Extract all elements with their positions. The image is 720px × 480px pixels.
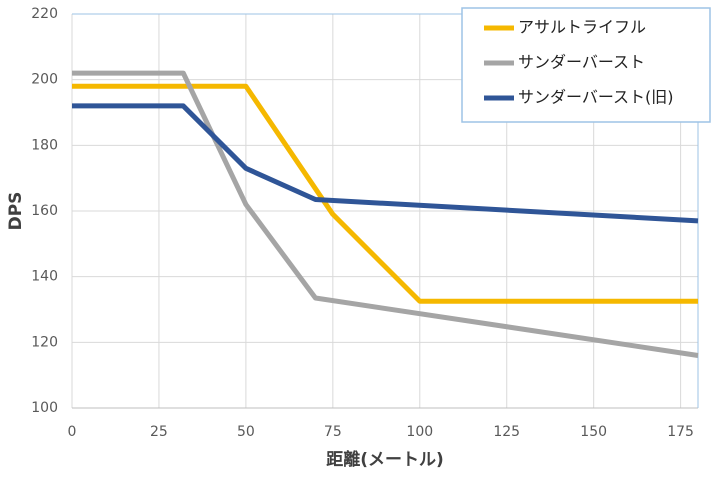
series-line [72, 70, 699, 358]
x-tick-label: 0 [68, 424, 77, 440]
y-tick-label: 200 [31, 72, 58, 88]
y-tick-label: 220 [31, 6, 58, 22]
y-tick-label: 100 [31, 400, 58, 416]
x-tick-label: 175 [667, 424, 694, 440]
y-tick-label: 120 [31, 334, 58, 350]
x-tick-label: 125 [493, 424, 520, 440]
x-tick-label: 100 [406, 424, 433, 440]
series-line [72, 103, 699, 224]
legend-label: アサルトライフル [518, 18, 646, 37]
legend-label: サンダーバースト(旧) [518, 88, 674, 107]
y-tick-label: 140 [31, 269, 58, 285]
x-tick-label: 25 [150, 424, 168, 440]
x-tick-label: 75 [324, 424, 342, 440]
x-tick-label: 50 [237, 424, 255, 440]
legend-label: サンダーバースト [518, 53, 645, 72]
x-axis-title: 距離(メートル) [326, 449, 444, 470]
x-tick-label: 150 [580, 424, 607, 440]
y-axis-title: DPS [6, 192, 26, 231]
y-tick-label: 160 [31, 203, 58, 219]
y-tick-label: 180 [31, 137, 58, 153]
